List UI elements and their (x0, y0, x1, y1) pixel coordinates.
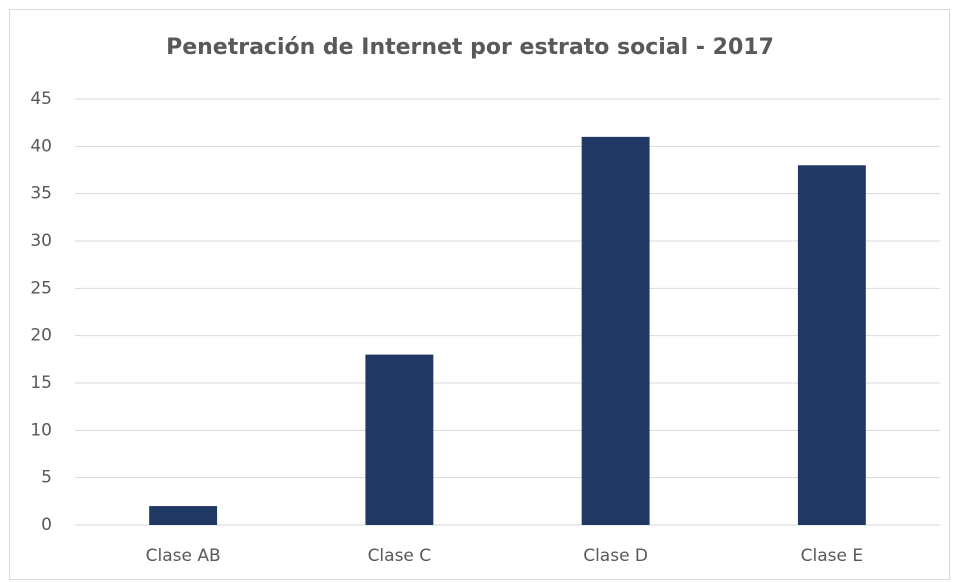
x-tick-label: Clase C (368, 546, 432, 566)
x-tick-label: Clase D (583, 546, 648, 566)
y-tick-label: 20 (30, 326, 52, 346)
bar (797, 165, 866, 525)
chart-title: Penetración de Internet por estrato soci… (166, 35, 774, 60)
bar (149, 506, 218, 525)
bar (365, 354, 434, 525)
bar (581, 136, 650, 525)
y-tick-label: 15 (30, 373, 52, 393)
y-tick-label: 5 (41, 468, 52, 488)
y-tick-label: 0 (41, 515, 52, 535)
y-tick-label: 25 (30, 278, 52, 298)
x-tick-label: Clase AB (146, 546, 221, 566)
y-tick-label: 10 (30, 420, 52, 440)
y-tick-label: 35 (30, 184, 52, 204)
x-tick-label: Clase E (801, 546, 863, 566)
y-tick-label: 45 (30, 89, 52, 109)
y-tick-label: 40 (30, 136, 52, 156)
chart-border (9, 9, 950, 580)
y-tick-label: 30 (30, 231, 52, 251)
